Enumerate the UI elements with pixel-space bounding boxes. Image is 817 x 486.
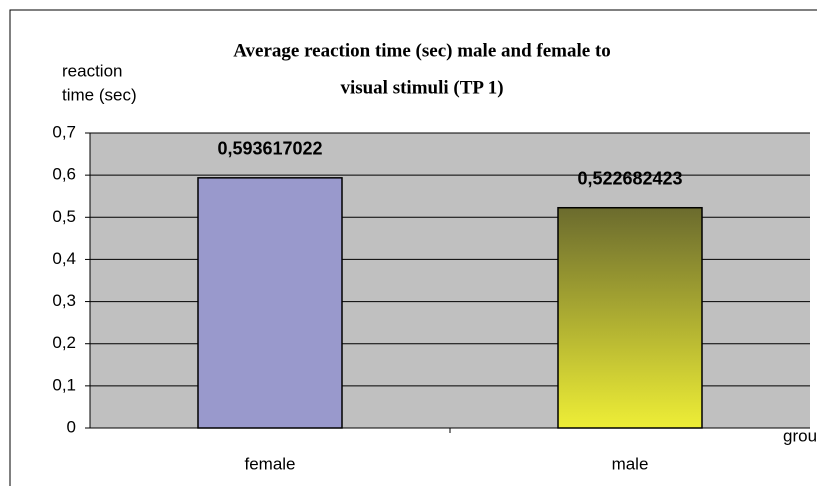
y-axis-label: time (sec) xyxy=(62,85,137,104)
x-axis-label: group xyxy=(783,426,817,445)
y-tick-label: 0 xyxy=(67,417,76,436)
chart-title: Average reaction time (sec) male and fem… xyxy=(233,40,611,61)
x-tick-label: male xyxy=(612,454,649,473)
y-tick-label: 0,5 xyxy=(52,207,76,226)
y-tick-label: 0,1 xyxy=(52,375,76,394)
y-tick-label: 0,6 xyxy=(52,165,76,184)
y-tick-label: 0,7 xyxy=(52,122,76,141)
chart-title: visual stimuli (TP 1) xyxy=(340,77,503,98)
y-tick-label: 0,4 xyxy=(52,249,76,268)
value-label: 0,593617022 xyxy=(217,139,322,159)
y-tick-label: 0,3 xyxy=(52,291,76,310)
y-axis-label: reaction xyxy=(62,61,122,80)
bar xyxy=(557,206,703,429)
bar xyxy=(197,177,343,429)
x-tick-label: female xyxy=(244,454,295,473)
y-tick-label: 0,2 xyxy=(52,333,76,352)
value-label: 0,522682423 xyxy=(577,168,682,188)
